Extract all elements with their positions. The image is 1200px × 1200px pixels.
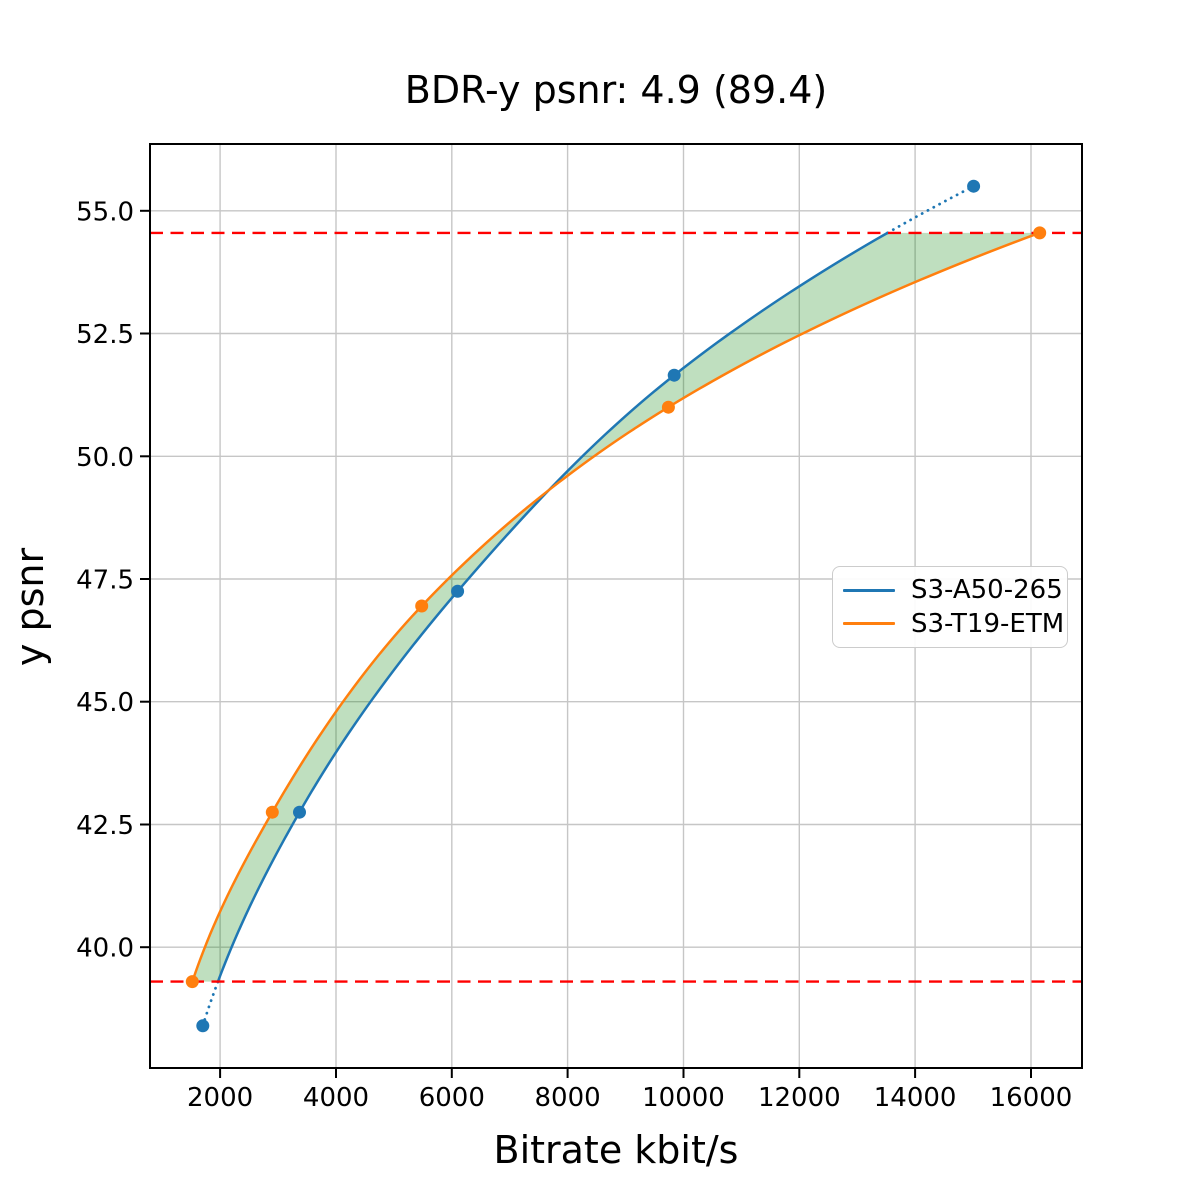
gridlines [150,144,1082,1068]
y-tick-label: 45.0 [76,688,134,718]
series-blue-curve-dotted-upper [886,184,976,235]
x-tick-label: 12000 [758,1083,841,1113]
data-point-marker [661,400,675,414]
x-tick-label: 4000 [303,1083,369,1113]
data-point-marker [451,584,465,598]
y-tick-label: 55.0 [76,197,134,227]
x-tick-label: 16000 [990,1083,1073,1113]
series-blue-markers [196,179,981,1033]
y-tick-label: 52.5 [76,320,134,350]
y-tick-label: 47.5 [76,566,134,596]
x-tick-label: 10000 [642,1083,725,1113]
data-point-marker [196,1019,210,1033]
data-point-marker [1033,226,1047,240]
series-blue-curve [216,231,889,983]
data-point-marker [185,975,199,989]
x-tick-label: 8000 [535,1083,601,1113]
legend-entry-s3-t19-etm: S3-T19-ETM [843,611,1064,637]
legend-line-sample-orange [843,621,895,626]
chart-title: BDR-y psnr: 4.9 (89.4) [404,68,828,112]
y-axis-ticks: 40.0 42.5 45.0 47.5 50.0 52.5 55.0 [76,197,150,964]
data-point-marker [667,368,681,382]
x-tick-label: 14000 [874,1083,957,1113]
legend-label: S3-A50-265 [911,575,1063,606]
data-point-marker [415,599,429,613]
legend-entry-s3-a50-265: S3-A50-265 [843,577,1063,603]
data-point-marker [293,805,306,819]
x-axis-ticks: 2000 4000 6000 8000 10000 12000 14000 16000 [187,1068,1072,1113]
x-axis-label: Bitrate kbit/s [493,1128,739,1172]
y-tick-label: 42.5 [76,811,134,841]
y-axis-label: y psnr [8,547,52,667]
data-point-marker [265,805,279,819]
data-point-marker [967,179,981,193]
series-blue-curve-dotted-lower [201,980,220,1028]
series-orange-markers [185,226,1047,989]
legend-label: S3-T19-ETM [911,608,1065,639]
legend: S3-A50-265 S3-T19-ETM [832,566,1068,648]
y-tick-label: 50.0 [76,443,134,473]
x-tick-label: 2000 [187,1083,253,1113]
plot-border [149,143,1083,1069]
legend-line-sample-blue [843,588,895,593]
x-tick-label: 6000 [419,1083,485,1113]
y-tick-label: 40.0 [76,934,134,964]
